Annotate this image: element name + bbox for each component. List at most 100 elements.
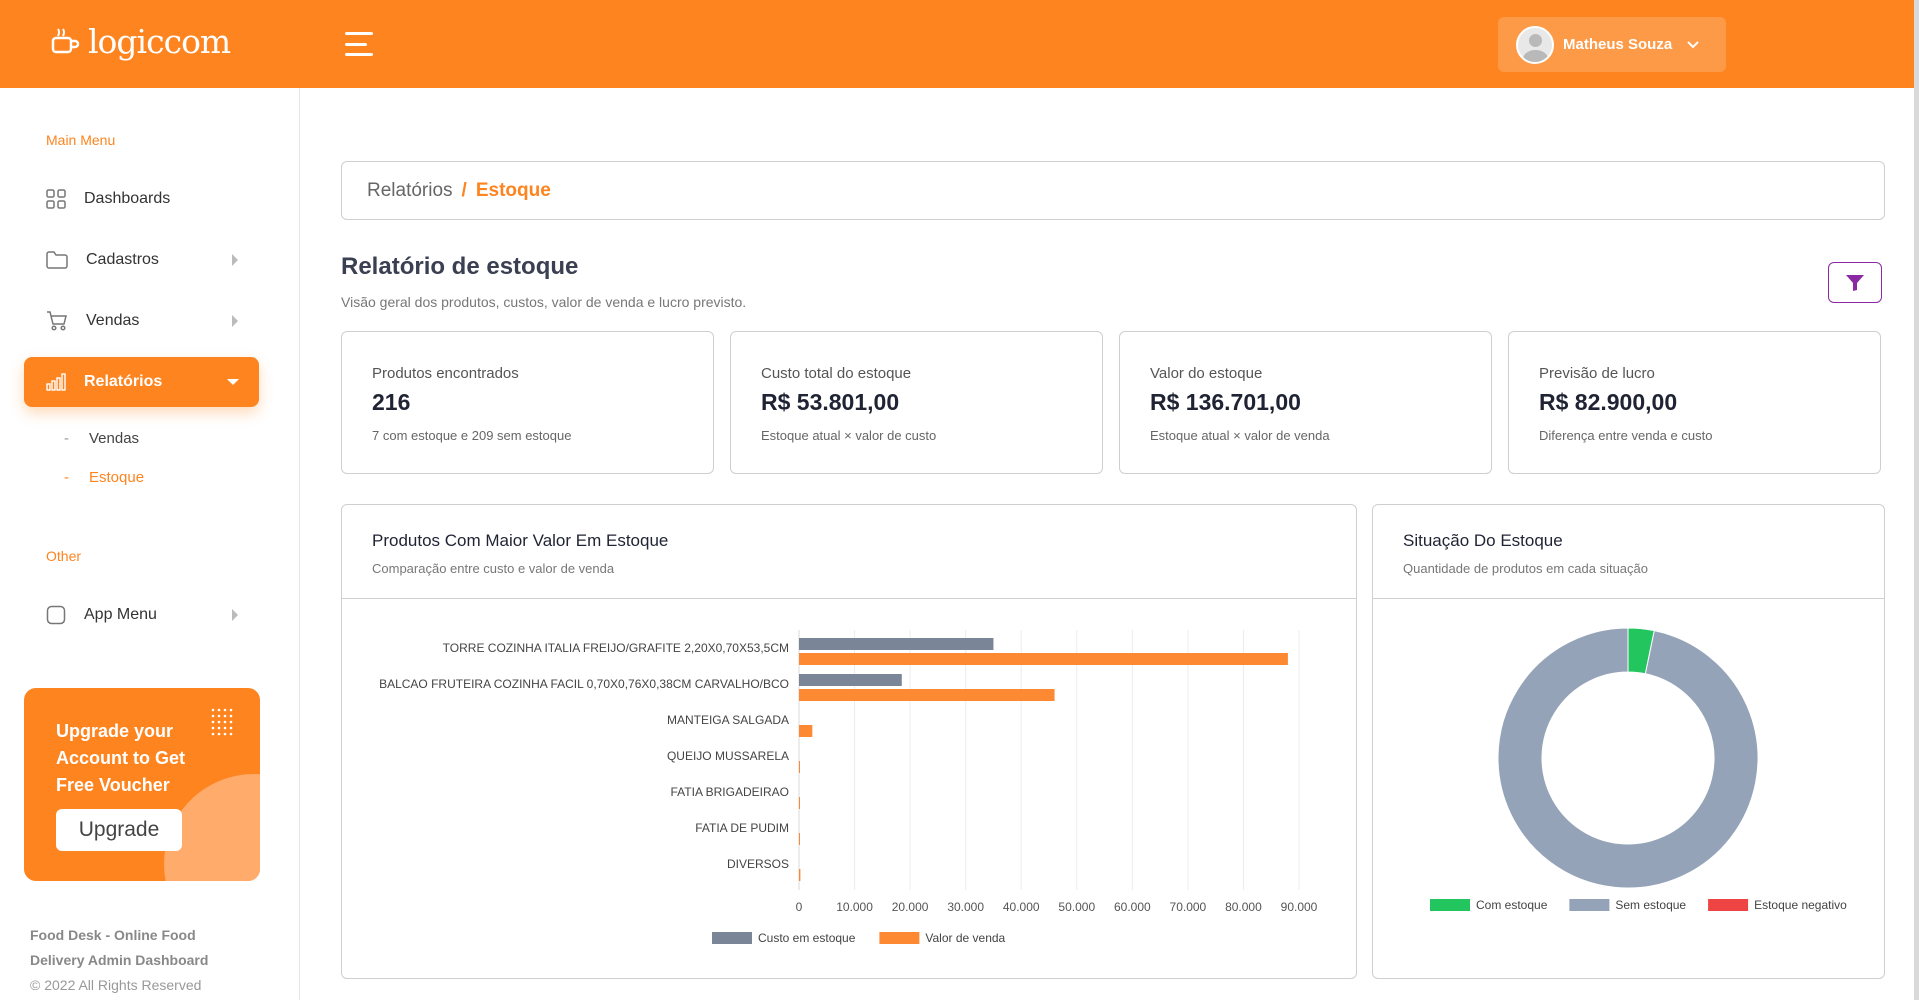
x-tick-label: 50.000 (1058, 900, 1095, 914)
filter-button[interactable] (1828, 262, 1882, 303)
stat-card-valor: Valor do estoque R$ 136.701,00 Estoque a… (1119, 331, 1492, 474)
stat-note: 7 com estoque e 209 sem estoque (372, 428, 572, 443)
cart-icon (47, 311, 67, 331)
stat-label: Custo total do estoque (761, 365, 912, 382)
breadcrumb-parent[interactable]: Relatórios (367, 179, 453, 201)
bar (799, 689, 1055, 701)
logo-text: logiccom (88, 22, 231, 61)
bar (799, 761, 800, 773)
chevron-right-icon (232, 315, 238, 327)
scrollbar-track[interactable] (1914, 0, 1919, 1000)
other-title: Other (46, 548, 82, 564)
sidebar-subitem-label: Estoque (89, 469, 145, 486)
stat-card-produtos: Produtos encontrados 216 7 com estoque e… (341, 331, 714, 474)
chart-subtitle: Quantidade de produtos em cada situação (1403, 561, 1649, 576)
chevron-down-icon (1687, 40, 1699, 48)
square-icon (46, 605, 66, 625)
menu-toggle-icon[interactable] (345, 32, 373, 56)
sidebar-item-label: Vendas (86, 312, 140, 329)
page-title: Relatório de estoque (341, 253, 579, 280)
x-tick-label: 60.000 (1114, 900, 1151, 914)
category-label: MANTEIGA SALGADA (667, 713, 789, 727)
x-tick-label: 0 (796, 900, 803, 914)
user-name: Matheus Souza (1563, 36, 1673, 53)
sidebar-item-label: Cadastros (86, 251, 159, 268)
legend-swatch (1430, 899, 1470, 911)
stat-note: Estoque atual × valor de custo (761, 428, 937, 443)
bar-chart: 0 10.000 20.000 30.000 40.000 50.000 60.000 70.… (379, 630, 1318, 945)
sidebar-item-relatorios[interactable]: Relatórios (24, 357, 259, 407)
upgrade-button[interactable]: Upgrade (56, 809, 182, 851)
dots-pattern-icon (211, 708, 233, 736)
x-tick-label: 10.000 (836, 900, 873, 914)
x-tick-label: 20.000 (892, 900, 929, 914)
chevron-right-icon (232, 254, 238, 266)
sidebar-subitem-vendas[interactable]: - Vendas (64, 430, 140, 447)
legend-swatch (712, 932, 752, 944)
chart-subtitle: Comparação entre custo e valor de venda (372, 561, 615, 576)
upgrade-card: Upgrade your Account to Get Free Voucher… (24, 688, 260, 881)
caret-down-icon (227, 379, 239, 385)
bar-chart-card: Produtos Com Maior Valor Em Estoque Comp… (341, 504, 1357, 979)
x-tick-label: 70.000 (1170, 900, 1207, 914)
donut-chart-card: Situação Do Estoque Quantidade de produt… (1372, 504, 1885, 979)
bar (799, 638, 994, 650)
legend-swatch (879, 932, 920, 944)
sidebar-item-vendas[interactable]: Vendas (24, 296, 259, 346)
category-label: TORRE COZINHA ITALIA FREIJO/GRAFITE 2,20… (443, 641, 789, 655)
legend-label: Valor de venda (925, 931, 1005, 945)
legend-label: Com estoque (1476, 898, 1548, 912)
bar (799, 797, 800, 809)
stat-label: Valor do estoque (1150, 365, 1263, 382)
donut-slice (1497, 627, 1759, 889)
category-label: QUEIJO MUSSARELA (667, 749, 789, 763)
chart-title: Situação Do Estoque (1403, 531, 1563, 550)
bar (799, 725, 813, 737)
category-label: FATIA BRIGADEIRAO (671, 785, 789, 799)
stat-label: Previsão de lucro (1539, 365, 1655, 382)
stat-value: R$ 136.701,00 (1150, 389, 1301, 415)
sidebar-subitem-label: Vendas (89, 430, 140, 447)
stat-value: R$ 53.801,00 (761, 389, 900, 415)
stat-note: Diferença entre venda e custo (1539, 428, 1713, 443)
bar (799, 674, 902, 686)
filter-icon (1846, 274, 1864, 291)
top-header: logiccom Matheus Souza (0, 0, 1919, 88)
sidebar-item-label: App Menu (84, 606, 157, 623)
bar (799, 653, 1288, 665)
x-tick-label: 30.000 (947, 900, 984, 914)
legend-swatch (1569, 899, 1610, 911)
footer-copyright: © 2022 All Rights Reserved (30, 977, 202, 993)
breadcrumb-separator: / (461, 179, 467, 201)
sidebar-item-cadastros[interactable]: Cadastros (24, 235, 259, 285)
logo-icon (51, 27, 80, 53)
sidebar-item-app-menu[interactable]: App Menu (24, 590, 259, 640)
sidebar-subitem-estoque[interactable]: - Estoque (64, 469, 145, 486)
stat-card-custo: Custo total do estoque R$ 53.801,00 Esto… (730, 331, 1103, 474)
main-menu-title: Main Menu (46, 132, 116, 148)
sidebar-item-label: Relatórios (84, 373, 163, 390)
grid-icon (46, 189, 66, 209)
footer-title: Food Desk - Online Food Delivery Admin D… (30, 927, 209, 968)
stat-value: 216 (372, 389, 411, 415)
stat-label: Produtos encontrados (372, 365, 519, 382)
breadcrumb: Relatórios / Estoque (341, 161, 1885, 220)
x-tick-label: 40.000 (1003, 900, 1040, 914)
x-tick-label: 80.000 (1225, 900, 1262, 914)
stat-value: R$ 82.900,00 (1539, 389, 1678, 415)
breadcrumb-current: Estoque (475, 179, 551, 201)
chevron-right-icon (232, 609, 238, 621)
category-label: FATIA DE PUDIM (695, 821, 789, 835)
legend-swatch (1708, 899, 1749, 911)
bar-chart-icon (46, 373, 66, 391)
stat-note: Estoque atual × valor de venda (1150, 428, 1330, 443)
legend-label: Sem estoque (1615, 898, 1686, 912)
folder-icon (46, 251, 68, 269)
upgrade-text: Upgrade your Account to Get Free Voucher (56, 721, 185, 795)
avatar (1516, 25, 1554, 64)
logo[interactable]: logiccom (50, 22, 231, 61)
sidebar: Main Menu Dashboards Cadastros Vendas (0, 88, 300, 1000)
sidebar-item-dashboards[interactable]: Dashboards (24, 174, 259, 224)
sidebar-item-label: Dashboards (84, 190, 171, 207)
user-menu-button[interactable]: Matheus Souza (1498, 17, 1726, 72)
